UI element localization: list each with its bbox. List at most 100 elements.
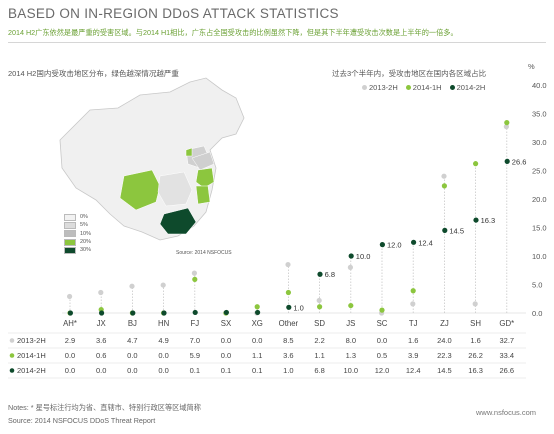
table-cell: 24.0: [437, 336, 452, 345]
point-2013-2H: [410, 301, 416, 307]
table-cell: 1.6: [408, 336, 418, 345]
category-label: TJ: [409, 319, 418, 328]
table-cell: 0.0: [65, 351, 75, 360]
point-2014-2H: [255, 309, 261, 316]
table-cell: 32.7: [499, 336, 514, 345]
point-2013-2H: [503, 124, 509, 130]
table-cell: 8.0: [346, 336, 356, 345]
table-cell: 0.6: [96, 351, 106, 360]
point-2014-2H: [192, 309, 198, 316]
map-legend-swatch: [64, 230, 76, 238]
legend-dot-2013-2h: [362, 85, 367, 90]
data-label-bg: [479, 215, 500, 225]
table-row-dot: [9, 338, 15, 343]
table-cell: 10.0: [343, 366, 358, 375]
point-2013-2H: [191, 270, 197, 276]
data-label: 26.6: [512, 157, 527, 166]
point-2014-2H: [99, 310, 105, 316]
data-label-bg: [292, 302, 308, 312]
y-tick-label: 20.0: [532, 195, 547, 204]
legend-label-2013-2h: 2013-2H: [369, 83, 398, 92]
point-2014-1H: [317, 304, 323, 310]
point-2013-2H: [129, 283, 135, 289]
table-cell: 12.0: [375, 366, 390, 375]
legend-label-2014-1h: 2014-1H: [412, 83, 442, 92]
map-region-sichuan: [119, 169, 161, 211]
point-2014-2H: [348, 253, 354, 259]
table-cell: 1.0: [283, 366, 293, 375]
legend-item-2013-2h: 2013-2H: [362, 83, 398, 92]
brand-logo: www.nsfocus.com: [476, 408, 537, 417]
category-label: JX: [97, 319, 107, 328]
data-label: 1.0: [293, 303, 303, 312]
category-label: BJ: [128, 319, 137, 328]
table-row-label: 2013-2H: [17, 336, 46, 345]
map-region-beijing: [185, 147, 193, 157]
map-region-jiangsu-shanghai: [195, 167, 215, 189]
map-legend-label: 5%: [80, 222, 88, 229]
data-label-bg: [448, 225, 468, 235]
table-cell: 1.1: [252, 351, 262, 360]
point-2013-2H: [285, 261, 291, 268]
table-cell: 3.9: [408, 351, 418, 360]
footer-source: Source: 2014 NSFOCUS DDoS Threat Report: [8, 416, 156, 425]
point-2014-2H: [317, 271, 323, 277]
table-cell: 0.0: [127, 366, 137, 375]
point-2014-1H: [254, 304, 260, 310]
map-legend-row: 0%: [64, 213, 91, 221]
y-tick-label: 5.0: [532, 281, 542, 290]
point-2014-1H: [441, 183, 447, 189]
table-cell: 12.4: [406, 366, 421, 375]
map-legend: 0% 5% 10% 20% 30%: [64, 213, 91, 254]
point-2014-2H: [473, 217, 479, 223]
data-label-bg: [386, 239, 406, 249]
table-cell: 0.1: [221, 366, 231, 375]
table-cell: 2.2: [314, 336, 324, 345]
map-region-zhejiang: [195, 185, 211, 205]
point-2013-2H: [316, 297, 322, 304]
category-label: GD*: [499, 319, 514, 328]
category-label: Other: [279, 319, 299, 328]
y-tick-label: 0.0: [532, 309, 542, 318]
category-label: XG: [252, 319, 263, 328]
data-label-bg: [354, 251, 375, 260]
map-legend-label: 30%: [80, 247, 92, 254]
table-cell: 22.3: [437, 351, 452, 360]
map-legend-row: 20%: [64, 238, 91, 246]
point-2013-2H: [98, 289, 104, 296]
point-2013-2H: [472, 301, 478, 307]
table-cell: 0.1: [252, 366, 262, 375]
table-cell: 0.0: [252, 336, 262, 345]
point-2014-2H: [504, 158, 510, 164]
map-legend-label: 0%: [80, 214, 88, 221]
table-cell: 33.4: [499, 351, 514, 360]
table-cell: 0.5: [377, 351, 387, 360]
table-cell: 3.6: [283, 351, 293, 360]
y-tick-label: 10.0: [532, 252, 547, 261]
y-tick-label: 35.0: [532, 110, 547, 119]
category-label: JS: [346, 319, 355, 328]
table-row-label: 2014-2H: [17, 366, 46, 375]
table-cell: 0.0: [127, 351, 137, 360]
map-legend-swatch: [64, 238, 76, 246]
map-title: 2014 H2国内受攻击地区分布，绿色越深情况越严重: [8, 69, 179, 78]
table-cell: 5.9: [190, 351, 200, 360]
table-cell: 1.3: [346, 351, 356, 360]
point-2014-1H: [379, 307, 385, 313]
y-axis-label: %: [528, 62, 535, 71]
map-legend-row: 30%: [64, 246, 91, 254]
category-label: SD: [314, 319, 325, 328]
chart-legend: 2013-2H 2014-1H 2014-2H: [362, 83, 485, 92]
title-divider: [8, 42, 546, 43]
legend-item-2014-2h: 2014-2H: [449, 83, 485, 92]
table-cell: 0.1: [190, 366, 200, 375]
data-label: 12.4: [418, 238, 433, 247]
map-legend-label: 20%: [80, 239, 92, 246]
point-2014-1H: [410, 288, 416, 294]
table-row-dot: [9, 353, 15, 358]
y-tick-label: 25.0: [532, 167, 547, 176]
map-region-shandong: [191, 151, 215, 171]
map-legend-label: 10%: [80, 230, 92, 237]
map-source: Source: 2014 NSFOCUS: [176, 250, 232, 256]
